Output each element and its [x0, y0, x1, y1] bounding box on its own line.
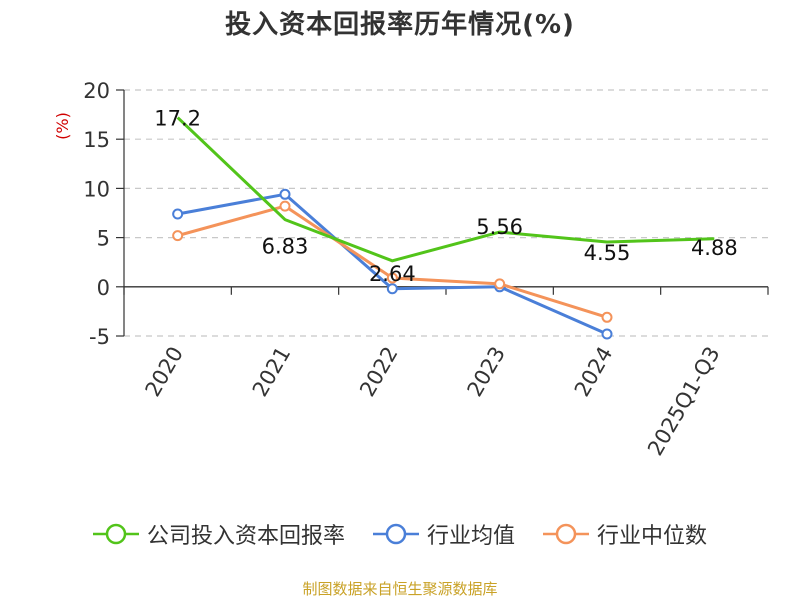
data-label: 4.88 [691, 236, 738, 260]
data-label: 6.83 [262, 235, 309, 259]
legend: 公司投入资本回报率 行业均值 行业中位数 [0, 518, 800, 550]
data-point [386, 272, 398, 284]
data-label: 17.2 [154, 107, 201, 131]
x-tick-label: 2024 [570, 343, 618, 401]
legend-item-company[interactable]: 公司投入资本回报率 [92, 518, 345, 550]
data-label: 4.55 [584, 241, 631, 265]
legend-swatch-icon [92, 523, 139, 545]
legend-label: 行业均值 [426, 524, 515, 549]
data-point [172, 230, 184, 242]
x-tick-label: 2022 [355, 343, 403, 401]
x-tick-label: 2020 [140, 343, 188, 401]
legend-swatch-icon [543, 523, 589, 545]
legend-swatch-icon [372, 523, 419, 545]
data-point [601, 328, 613, 340]
data-label: 5.56 [476, 215, 523, 239]
y-tick-label: 10 [83, 177, 110, 201]
data-point [172, 208, 184, 220]
data-point [494, 278, 506, 290]
y-tick-label: 0 [97, 276, 110, 300]
legend-item-industry-median[interactable]: 行业中位数 [543, 518, 707, 550]
grid-lines [124, 89, 768, 337]
y-tick-label: 20 [83, 79, 110, 103]
y-tick-label: -5 [89, 325, 110, 349]
y-axis-label: (%) [53, 112, 72, 140]
data-point [279, 200, 291, 212]
data-point [601, 311, 613, 323]
legend-label: 公司投入资本回报率 [146, 524, 345, 549]
x-tick-label: 2025Q1-Q3 [643, 343, 725, 460]
data-label: 2.64 [369, 262, 416, 286]
legend-label: 行业中位数 [597, 524, 708, 549]
x-tick-label: 2021 [248, 343, 296, 401]
series-line [176, 116, 715, 263]
data-point [386, 283, 398, 295]
legend-item-industry-mean[interactable]: 行业均值 [372, 518, 515, 550]
source-note: 制图数据来自恒生聚源数据库 [302, 580, 498, 598]
chart-title: 投入资本回报率历年情况(%) [225, 10, 575, 40]
series-group [172, 116, 715, 340]
y-tick-label: 15 [83, 128, 110, 152]
x-tick-label: 2023 [462, 343, 510, 401]
y-tick-label: 5 [97, 227, 110, 251]
data-labels: 17.2 6.83 2.64 5.56 4.55 4.88 [154, 107, 737, 286]
data-point [279, 188, 291, 200]
